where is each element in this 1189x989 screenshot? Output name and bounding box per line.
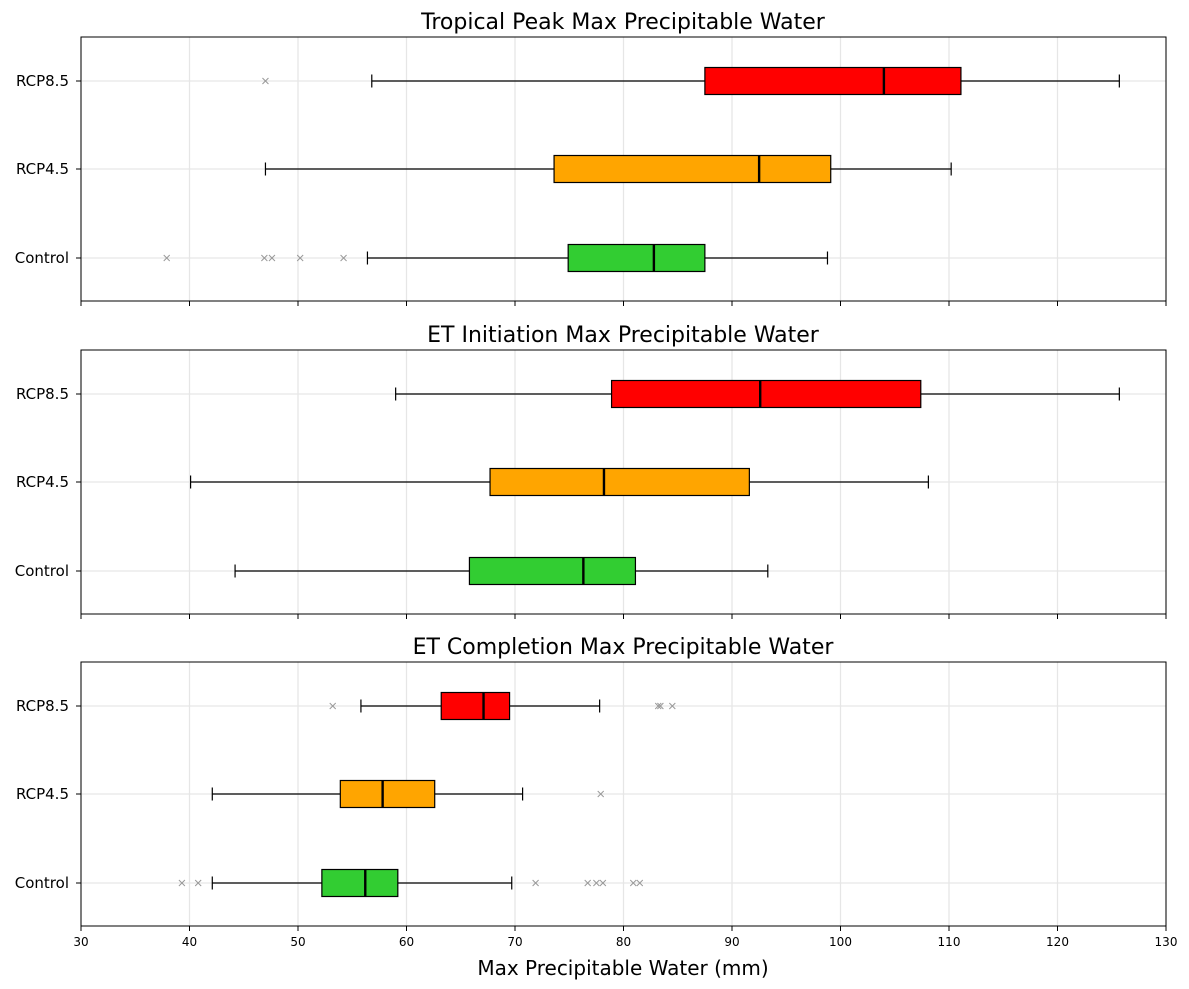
x-tick-label: 70 [507, 935, 522, 949]
outlier-stroke [268, 254, 276, 262]
y-tick-label: RCP4.5 [16, 160, 69, 178]
outlier-point [668, 702, 676, 710]
outlier-point [163, 254, 171, 262]
outlier-stroke [532, 879, 539, 887]
y-tick-label: Control [15, 249, 69, 267]
box-rcp85 [440, 691, 511, 721]
x-tick-label: 50 [290, 935, 305, 949]
outlier-stroke [593, 879, 600, 887]
y-tick-label: RCP8.5 [16, 697, 69, 715]
y-tick-label: RCP4.5 [16, 785, 69, 803]
panel-title: Tropical Peak Max Precipitable Water [420, 10, 826, 35]
outlier-stroke [329, 702, 337, 710]
box-control [567, 243, 706, 273]
outlier-point [296, 254, 304, 262]
y-tick-label: Control [15, 874, 69, 892]
x-tick-label: 100 [829, 935, 852, 949]
outlier-point [636, 879, 644, 887]
panel-et-initiation: ET Initiation Max Precipitable Water Con… [15, 323, 1167, 619]
outlier-point [194, 879, 202, 887]
x-tick-label: 90 [724, 935, 739, 949]
outlier-point [178, 879, 186, 887]
outlier-point [629, 879, 637, 887]
x-tick-label: 40 [182, 935, 197, 949]
box-rcp85 [610, 379, 922, 409]
outlier-point [597, 790, 605, 798]
box-control [321, 868, 399, 898]
outlier-point [262, 77, 269, 85]
outlier-stroke [584, 879, 592, 887]
outlier-point [340, 254, 347, 262]
x-tick-label: 60 [399, 935, 414, 949]
outlier-stroke [657, 702, 664, 710]
outlier-stroke [599, 879, 607, 887]
outlier-stroke [340, 254, 347, 262]
outlier-stroke [194, 879, 202, 887]
x-tick-label: 30 [73, 935, 88, 949]
y-tick-label: RCP4.5 [16, 473, 69, 491]
outlier-stroke [597, 790, 605, 798]
box-rcp45 [339, 779, 436, 809]
outlier-point [268, 254, 276, 262]
panel-title: ET Initiation Max Precipitable Water [427, 323, 820, 348]
panel-et-completion: ET Completion Max Precipitable Water Con… [15, 635, 1178, 949]
box-rcp45 [553, 154, 832, 184]
x-tick-label: 130 [1155, 935, 1178, 949]
outlier-stroke [654, 702, 662, 710]
outlier-point [654, 702, 662, 710]
y-tick-label: RCP8.5 [16, 72, 69, 90]
outlier-stroke [629, 879, 637, 887]
outlier-point [261, 254, 268, 262]
outlier-stroke [296, 254, 304, 262]
box-rcp85 [704, 66, 962, 96]
outlier-point [599, 879, 607, 887]
outlier-point [584, 879, 592, 887]
panel-title: ET Completion Max Precipitable Water [413, 635, 835, 660]
outlier-point [329, 702, 337, 710]
x-tick-label: 120 [1046, 935, 1069, 949]
outlier-point [657, 702, 664, 710]
x-tick-label: 80 [616, 935, 631, 949]
y-tick-label: RCP8.5 [16, 385, 69, 403]
x-tick-label: 110 [938, 935, 961, 949]
outlier-stroke [261, 254, 268, 262]
box-control [468, 556, 637, 586]
panel-tropical-peak: Tropical Peak Max Precipitable Water Con… [15, 10, 1167, 306]
box-rcp45 [489, 467, 750, 497]
outlier-stroke [178, 879, 186, 887]
outlier-stroke [636, 879, 644, 887]
outlier-point [532, 879, 539, 887]
y-tick-label: Control [15, 562, 69, 580]
outlier-point [593, 879, 600, 887]
outlier-stroke [163, 254, 171, 262]
x-axis-label: Max Precipitable Water (mm) [477, 956, 768, 980]
outlier-stroke [668, 702, 676, 710]
outlier-stroke [262, 77, 269, 85]
